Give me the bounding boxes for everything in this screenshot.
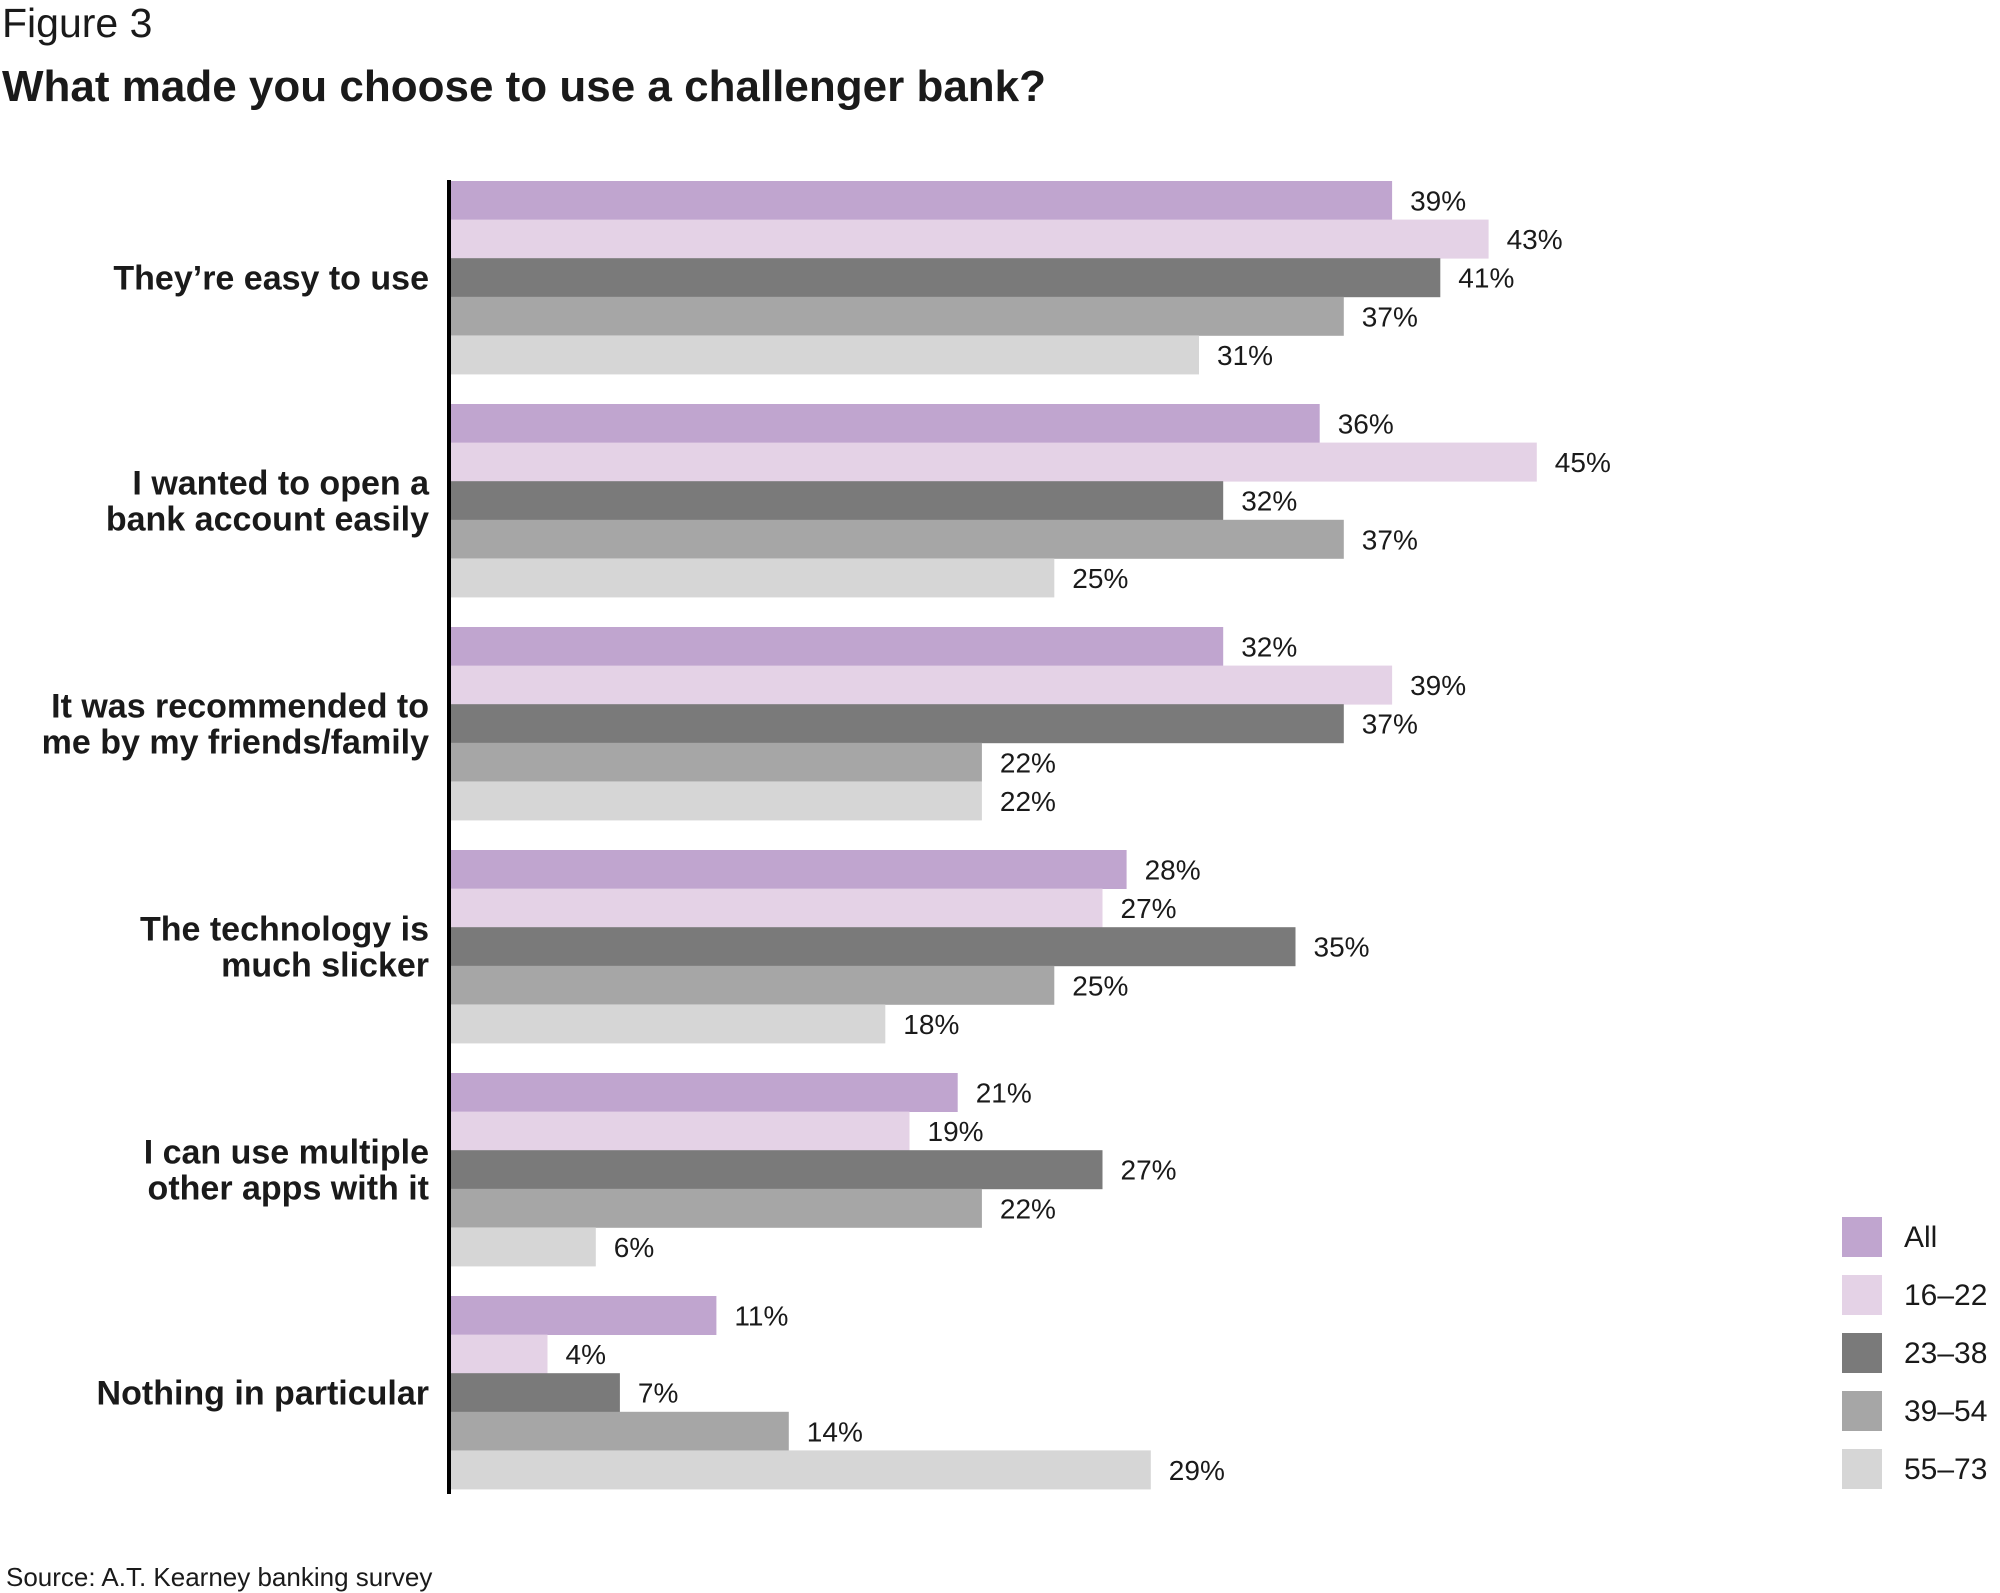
bar — [451, 704, 1344, 744]
legend-label: All — [1904, 1221, 1937, 1254]
category-label: The technology is — [140, 911, 429, 949]
chart-title: What made you choose to use a challenger… — [2, 62, 1047, 111]
bar — [451, 1004, 886, 1044]
bar — [451, 888, 1103, 928]
bar — [451, 1450, 1151, 1490]
data-label: 14% — [807, 1416, 863, 1447]
data-label: 35% — [1314, 932, 1370, 963]
category-label: me by my friends/family — [42, 724, 429, 762]
bar — [451, 519, 1344, 559]
data-label: 11% — [734, 1301, 788, 1332]
data-label: 6% — [614, 1232, 654, 1263]
bar — [451, 1227, 596, 1267]
bar — [451, 1296, 717, 1335]
data-label: 41% — [1458, 263, 1514, 294]
bar — [451, 1073, 958, 1112]
data-label: 37% — [1362, 524, 1418, 555]
data-label: 4% — [566, 1339, 606, 1370]
data-label: 39% — [1410, 670, 1466, 701]
legend: All 16–22 23–38 39–54 55–73 — [1842, 1217, 1987, 1489]
category-label: I wanted to open a — [132, 465, 430, 503]
category-label: They’re easy to use — [113, 260, 429, 298]
data-label: 39% — [1410, 186, 1466, 217]
bar — [451, 665, 1393, 705]
data-label: 22% — [1000, 747, 1056, 778]
legend-swatch — [1842, 1449, 1882, 1489]
legend-swatch — [1842, 1217, 1882, 1257]
bar — [451, 781, 982, 821]
bars-layer — [451, 181, 1537, 1490]
category-label: Nothing in particular — [97, 1375, 429, 1413]
legend-swatch — [1842, 1275, 1882, 1315]
data-label: 37% — [1362, 709, 1418, 740]
data-label: 22% — [1000, 1193, 1056, 1224]
bar — [451, 1150, 1103, 1190]
data-label: 29% — [1169, 1455, 1225, 1486]
bar — [451, 258, 1441, 298]
category-label: It was recommended to — [51, 688, 429, 726]
bar — [451, 627, 1224, 666]
bar — [451, 296, 1344, 336]
bar — [451, 404, 1320, 443]
data-label: 37% — [1362, 301, 1418, 332]
data-label: 7% — [638, 1378, 678, 1409]
data-label: 28% — [1145, 855, 1201, 886]
bar — [451, 1334, 548, 1374]
bar — [451, 927, 1296, 967]
data-label: 27% — [1121, 1155, 1177, 1186]
bar — [451, 219, 1489, 259]
data-label: 45% — [1555, 447, 1611, 478]
data-label: 32% — [1241, 486, 1297, 517]
bar — [451, 335, 1199, 375]
data-label: 25% — [1072, 563, 1128, 594]
source-note: Source: A.T. Kearney banking survey — [6, 1562, 433, 1592]
category-label: I can use multiple — [144, 1134, 429, 1172]
legend-swatch — [1842, 1333, 1882, 1373]
bar — [451, 1111, 910, 1151]
figure-label: Figure 3 — [2, 0, 153, 46]
legend-swatch — [1842, 1391, 1882, 1431]
bar — [451, 181, 1393, 220]
data-label: 27% — [1121, 893, 1177, 924]
category-labels: They’re easy to use I wanted to open aban… — [42, 260, 430, 1413]
value-labels: 39% 43% 41% 37% 31% 36% 45% 32% 37% 25% 32% 39% 37% 2… — [566, 186, 1611, 1486]
data-label: 25% — [1072, 970, 1128, 1001]
legend-label: 55–73 — [1904, 1453, 1987, 1486]
bar — [451, 442, 1537, 482]
legend-label: 16–22 — [1904, 1279, 1987, 1312]
bar — [451, 558, 1055, 598]
bar — [451, 850, 1127, 889]
bar — [451, 1373, 620, 1413]
data-label: 21% — [976, 1078, 1032, 1109]
data-label: 36% — [1338, 409, 1394, 440]
bar — [451, 1188, 982, 1228]
category-label: much slicker — [221, 947, 429, 985]
data-label: 19% — [928, 1116, 984, 1147]
bar — [451, 965, 1055, 1005]
data-label: 43% — [1507, 224, 1563, 255]
legend-label: 23–38 — [1904, 1337, 1987, 1370]
data-label: 31% — [1217, 340, 1273, 371]
bar — [451, 1411, 789, 1451]
category-label: other apps with it — [148, 1170, 429, 1208]
data-label: 32% — [1241, 632, 1297, 663]
bar — [451, 481, 1224, 521]
bar — [451, 742, 982, 782]
legend-label: 39–54 — [1904, 1395, 1987, 1428]
data-label: 18% — [903, 1009, 959, 1040]
data-label: 22% — [1000, 786, 1056, 817]
category-label: bank account easily — [106, 501, 429, 539]
